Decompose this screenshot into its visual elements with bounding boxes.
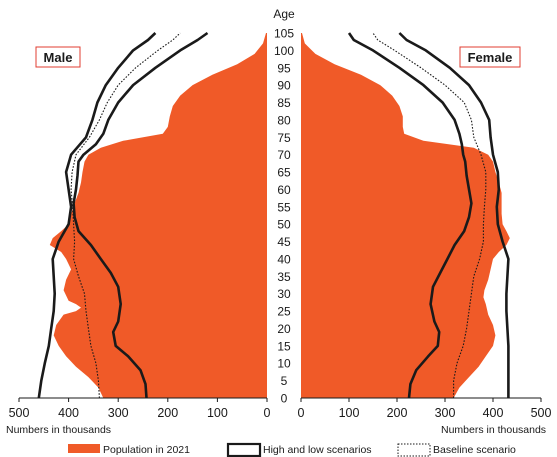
age-axis-title: Age xyxy=(273,7,295,21)
male-label-box xyxy=(35,46,81,68)
age-tick-label: 85 xyxy=(277,96,291,110)
age-tick-label: 0 xyxy=(281,392,288,406)
age-tick-label: 95 xyxy=(277,61,291,75)
female-x-axis-title: Numbers in thousands xyxy=(441,424,546,436)
age-tick-label: 35 xyxy=(277,270,291,284)
male-population-area-layer xyxy=(49,33,267,398)
age-tick-label: 90 xyxy=(277,79,291,93)
female-population-area-layer xyxy=(301,33,510,398)
legend-baseline-label: Baseline scenario xyxy=(433,444,516,456)
legend-baseline-swatch xyxy=(397,443,431,457)
age-axis: Age 0 5 10 15 20 25 30 35 40 45 50 55 60 65 70 75 80 85 90… xyxy=(273,7,295,406)
male-x-tick-label: 500 xyxy=(9,406,30,420)
age-tick-label: 25 xyxy=(277,305,291,319)
male-x-tick-label: 200 xyxy=(157,406,178,420)
male-high-scenario-line xyxy=(37,32,157,399)
female-x-tick-label: 300 xyxy=(435,406,456,420)
legend-high-low-label: High and low scenarios xyxy=(263,444,372,456)
male-low-scenario-line xyxy=(72,31,209,399)
female-label-box xyxy=(459,46,521,68)
age-tick-label: 105 xyxy=(274,27,294,41)
male-population-2021-area xyxy=(49,33,267,398)
female-x-tick-label: 100 xyxy=(339,406,360,420)
male-x-axis-ticks: 500 400 300 200 100 0 xyxy=(9,398,271,420)
female-x-tick-label: 400 xyxy=(483,406,504,420)
age-tick-label: 60 xyxy=(277,183,291,197)
age-tick-label: 70 xyxy=(277,148,291,162)
age-tick-label: 20 xyxy=(277,322,291,336)
male-x-tick-label: 300 xyxy=(108,406,129,420)
male-x-tick-label: 100 xyxy=(207,406,228,420)
female-panel: 500 400 300 200 100 0 Female Numbers in thous… xyxy=(298,32,552,436)
male-panel: 500 400 300 200 100 0 Male Numbers in thousan… xyxy=(6,31,271,436)
age-tick-label: 55 xyxy=(277,200,291,214)
male-scenario-lines-layer xyxy=(37,31,209,399)
female-high-scenario-line xyxy=(398,32,510,398)
female-x-axis-ticks: 500 400 300 200 100 0 xyxy=(298,398,552,420)
age-tick-label: 80 xyxy=(277,113,291,127)
chart-legend: Population in 2021 High and low scenario… xyxy=(68,442,516,457)
female-scenario-lines-layer xyxy=(347,32,510,399)
legend-population-label: Population in 2021 xyxy=(103,444,190,456)
age-tick-label: 40 xyxy=(277,253,291,267)
age-tick-label: 45 xyxy=(277,235,291,249)
female-baseline-scenario-line xyxy=(372,32,487,398)
age-tick-labels: 0 5 10 15 20 25 30 35 40 45 50 55 60 65 70 75 80 85 90 95 10… xyxy=(274,27,294,406)
male-x-tick-label: 0 xyxy=(264,406,271,420)
legend-high-low-swatch xyxy=(226,442,262,457)
age-tick-label: 65 xyxy=(277,166,291,180)
age-tick-label: 30 xyxy=(277,287,291,301)
male-x-axis-title: Numbers in thousands xyxy=(6,424,111,436)
age-tick-label: 5 xyxy=(281,374,288,388)
male-label: Male xyxy=(44,50,73,65)
age-tick-label: 75 xyxy=(277,131,291,145)
female-low-scenario-line xyxy=(347,32,473,399)
age-tick-label: 10 xyxy=(277,357,291,371)
female-population-2021-area xyxy=(301,33,510,398)
female-x-tick-label: 0 xyxy=(298,406,305,420)
age-tick-label: 50 xyxy=(277,218,291,232)
female-x-tick-label: 200 xyxy=(387,406,408,420)
age-tick-label: 100 xyxy=(274,44,294,58)
female-x-tick-label: 500 xyxy=(531,406,552,420)
male-x-tick-label: 400 xyxy=(58,406,79,420)
female-label: Female xyxy=(468,50,513,65)
legend-population-swatch xyxy=(68,444,100,453)
male-baseline-scenario-line xyxy=(70,32,181,399)
age-tick-label: 15 xyxy=(277,339,291,353)
